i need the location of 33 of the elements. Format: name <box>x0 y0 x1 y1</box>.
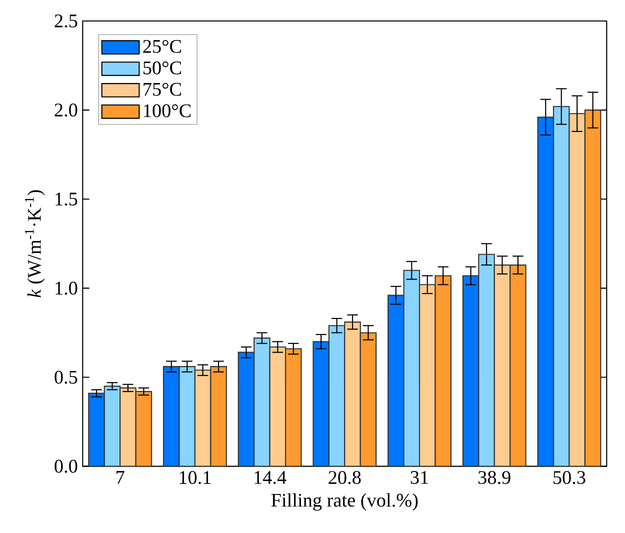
x-tick-label: 50.3 <box>554 471 586 484</box>
x-tick-label: 20.8 <box>328 471 361 484</box>
y-axis-title: k (W/m$^{-1}$·K$^{-1}$) <box>24 190 45 298</box>
bar <box>388 294 404 466</box>
bar <box>462 275 480 466</box>
legend-label: 25°C <box>143 40 182 53</box>
y-tick-label: 2.0 <box>54 104 78 117</box>
bar <box>537 116 554 466</box>
x-tick-label: 14.4 <box>254 471 286 484</box>
bar <box>238 352 255 466</box>
bar <box>360 332 377 466</box>
legend-label: 75°C <box>144 82 182 96</box>
bar <box>210 366 227 466</box>
y-tick-label: 2.5 <box>54 14 78 28</box>
y-tick-label: 1.0 <box>56 282 78 295</box>
bar <box>312 341 330 466</box>
bar <box>88 392 105 466</box>
legend-label: 50°C <box>143 61 182 74</box>
legend-label: 100°C <box>144 104 191 118</box>
x-tick-label: 31 <box>410 471 428 484</box>
bar <box>284 348 302 466</box>
bar <box>510 264 526 466</box>
bar <box>434 275 452 466</box>
bar <box>135 390 152 466</box>
x-axis-title: Filling rate (vol.%) <box>271 493 418 511</box>
bar <box>162 366 180 466</box>
x-tick-label: 10.1 <box>180 471 211 484</box>
x-tick-label: 38.9 <box>478 471 510 484</box>
y-tick-label: 1.5 <box>56 192 78 206</box>
x-tick-label: 7 <box>116 471 124 484</box>
y-tick-label: 0.0 <box>54 460 78 473</box>
y-tick-label: 0.5 <box>54 370 78 384</box>
bar <box>584 110 602 466</box>
